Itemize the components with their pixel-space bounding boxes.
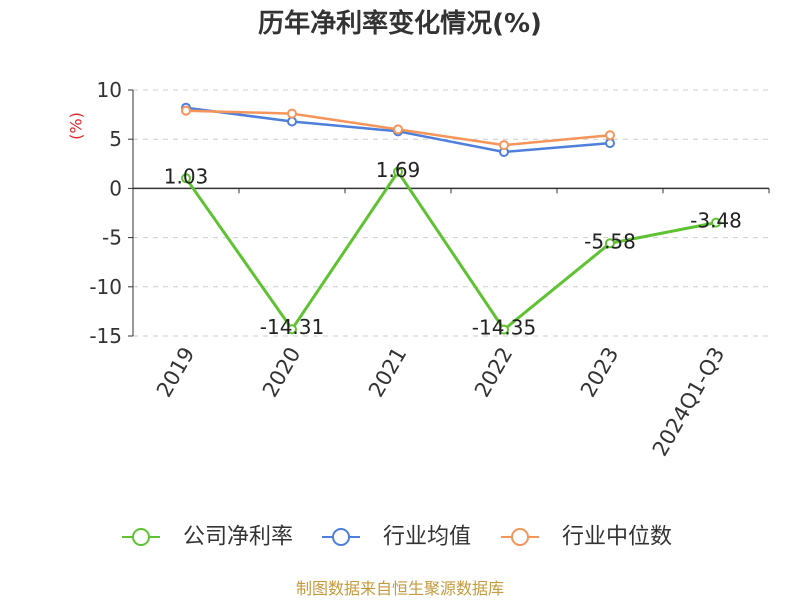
legend-item-company-net-margin[interactable]: 公司净利率	[122, 525, 293, 550]
x-tick-label: 2023	[576, 343, 624, 401]
company-net-margin-data-label: 1.69	[376, 158, 421, 182]
legend-circle-marker-icon	[511, 528, 529, 546]
industry-median-point	[181, 105, 191, 116]
industry-average-point	[605, 138, 615, 149]
legend-label: 行业中位数	[562, 525, 672, 550]
axes: 10 5 0 -5 -10 -15 2019 2020 2021 2022 2023 2024Q1-Q…	[89, 78, 770, 460]
y-tick-label: -10	[89, 275, 122, 299]
industry-median-point	[605, 130, 615, 141]
industry-median-point	[499, 140, 509, 151]
industry-median-point	[287, 108, 297, 119]
industry-median-point	[393, 124, 403, 135]
industry-average-point	[287, 116, 297, 127]
series-layer	[181, 102, 721, 335]
company-net-margin-point	[287, 324, 297, 335]
y-axis-label: (%)	[67, 112, 86, 140]
y-tick-label: -15	[89, 324, 122, 348]
company-net-margin-point	[711, 217, 721, 228]
company-net-margin-point	[181, 173, 191, 184]
x-tick-label: 2022	[470, 343, 518, 401]
legend-label: 行业均值	[383, 525, 471, 550]
data-labels: 1.03 -14.31 1.69 -14.35 -5.58 -3.48	[164, 158, 742, 340]
company-net-margin-line	[184, 170, 717, 332]
legend: 公司净利率 行业均值 行业中位数	[122, 525, 672, 550]
company-net-margin-data-label: -5.58	[584, 229, 636, 253]
legend-circle-marker-icon	[132, 528, 150, 546]
x-tick-label: 2024Q1-Q3	[648, 343, 730, 460]
x-tick-label: 2021	[364, 343, 412, 401]
legend-item-industry-average[interactable]: 行业均值	[322, 525, 471, 550]
y-tick-label: 0	[109, 176, 122, 200]
x-tick-label: 2019	[152, 343, 200, 401]
company-net-margin-data-label: -3.48	[690, 209, 742, 233]
grid-lines	[133, 89, 769, 337]
company-net-margin-data-label: 1.03	[164, 164, 209, 188]
company-net-margin-point	[605, 238, 615, 249]
legend-label: 公司净利率	[183, 525, 293, 550]
company-net-margin-data-label: -14.35	[472, 316, 536, 340]
y-tick-label: -5	[102, 226, 122, 250]
company-net-margin-point	[393, 166, 403, 177]
company-net-margin-point	[499, 324, 509, 335]
y-tick-label: 5	[109, 127, 122, 151]
source-note: 制图数据来自恒生聚源数据库	[296, 579, 504, 598]
company-net-margin-data-label: -14.31	[260, 315, 324, 339]
legend-item-industry-median[interactable]: 行业中位数	[501, 525, 672, 550]
chart-title: 历年净利率变化情况(%)	[258, 8, 542, 39]
y-tick-label: 10	[97, 78, 122, 102]
legend-circle-marker-icon	[332, 528, 350, 546]
x-tick-label: 2020	[258, 343, 306, 401]
